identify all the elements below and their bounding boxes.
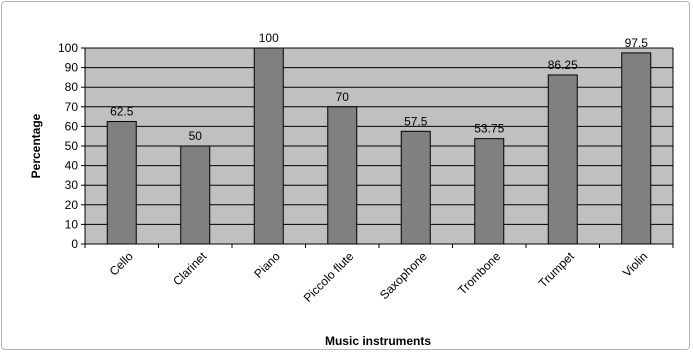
y-tick-label: 50: [65, 139, 79, 153]
data-label: 57.5: [404, 114, 428, 128]
x-tick-label: Cello: [107, 249, 136, 278]
bar-saxophone: [400, 130, 431, 245]
x-tick-label: Piano: [251, 249, 283, 281]
x-tick-label: Saxophone: [377, 249, 430, 302]
bar-trombone: [474, 138, 505, 245]
y-tick-label: 60: [65, 119, 79, 133]
data-labels: 62.5 50 100 70 57.5 53.75 86.25 97.5: [110, 31, 648, 143]
y-tick-label: 40: [65, 159, 79, 173]
data-label: 50: [189, 129, 203, 143]
bar-violin: [621, 52, 652, 245]
bar-clarinet: [180, 145, 211, 245]
x-tick-label: Trombone: [455, 249, 503, 297]
bars: [106, 47, 652, 245]
y-tick-label: 80: [65, 80, 79, 94]
y-tick-label: 30: [65, 178, 79, 192]
x-tick-label: Violin: [620, 249, 651, 280]
bar-piccolo-flute: [327, 106, 358, 245]
x-tick-labels: Cello Clarinet Piano Piccolo flute Saxophone…: [107, 249, 651, 305]
data-label: 86.25: [548, 58, 578, 72]
x-tick-label: Clarinet: [170, 249, 210, 289]
y-axis-title: Percentage: [29, 113, 43, 178]
data-label: 97.5: [625, 36, 649, 50]
data-label: 62.5: [110, 105, 134, 119]
y-tick-label: 90: [65, 61, 79, 75]
y-tick-label: 70: [65, 100, 79, 114]
y-tick-label: 0: [71, 237, 78, 251]
y-tick-labels: 0 10 20 30 40 50 60 70 80 90 100: [58, 41, 78, 251]
data-label: 70: [336, 90, 350, 104]
bar-trumpet: [547, 74, 578, 245]
x-tick-label: Trumpet: [536, 249, 578, 291]
bar-piano: [253, 47, 284, 245]
data-label: 100: [259, 31, 279, 45]
y-tick-label: 20: [65, 198, 79, 212]
axes: [81, 47, 674, 248]
data-label: 53.75: [474, 122, 504, 136]
y-tick-label: 100: [58, 41, 78, 55]
x-tick-label: Piccolo flute: [301, 249, 357, 305]
x-axis-title: Music instruments: [325, 334, 431, 348]
bar-cello: [106, 121, 137, 245]
y-tick-label: 10: [65, 217, 79, 231]
